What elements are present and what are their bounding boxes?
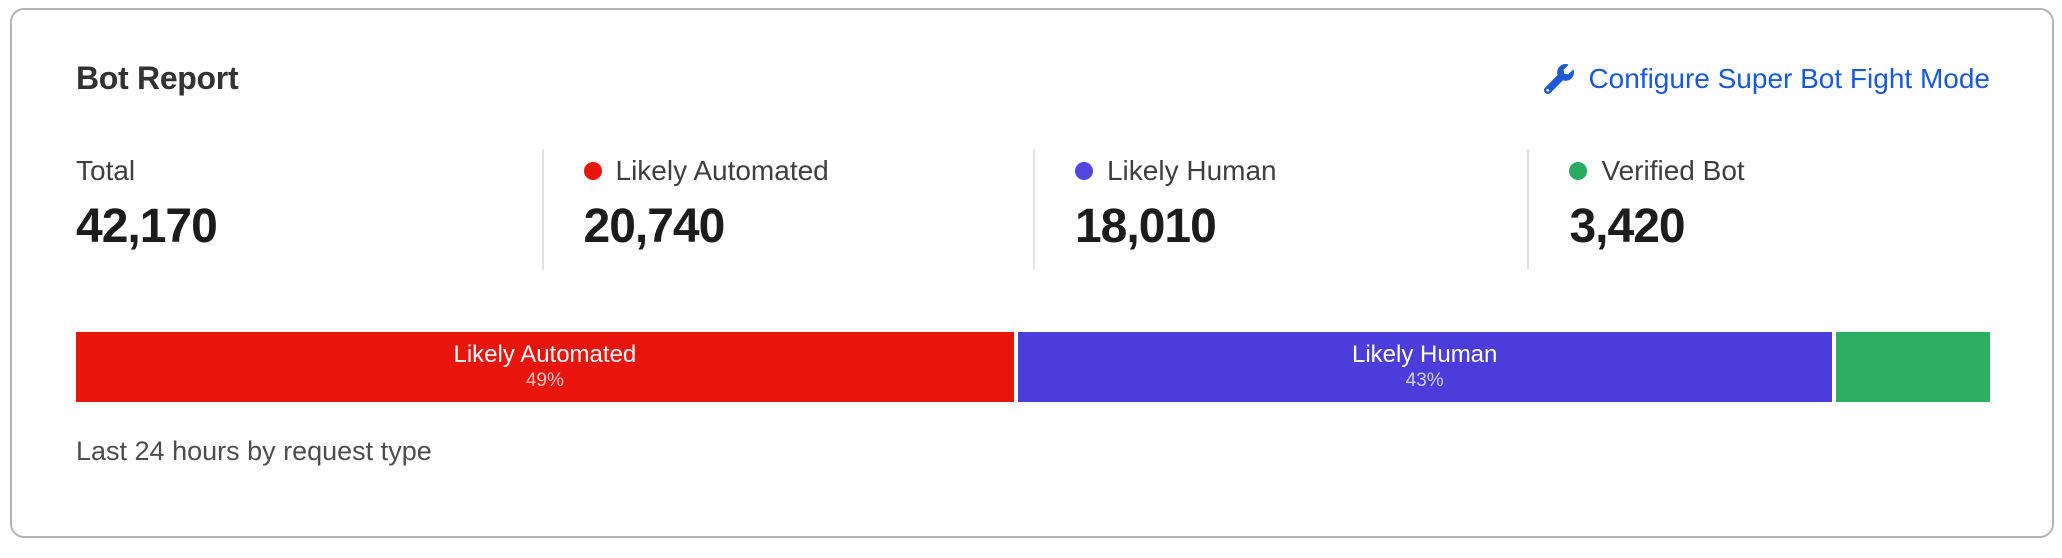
- stat-likely-automated-value: 20,740: [583, 200, 726, 253]
- wrench-icon: [1544, 63, 1575, 94]
- stat-likely-automated-label: Likely Automated: [615, 155, 829, 186]
- stat-total-value: 42,170: [76, 200, 218, 253]
- stat-label-row: Total: [76, 155, 542, 187]
- stat-verified-bot-value: 3,420: [1569, 200, 1685, 253]
- verified-bot-dot-icon: [1569, 162, 1588, 180]
- stat-label-row: Likely Automated: [583, 155, 1033, 187]
- bar-segment-percent: 49%: [525, 370, 564, 392]
- page-title: Bot Report: [76, 60, 239, 96]
- bar-segment-verified-bot: [1835, 332, 1991, 402]
- card-header: Bot Report Configure Super Bot Fight Mod…: [76, 60, 1990, 97]
- bar-segment-name: Likely Automated: [453, 340, 637, 368]
- stat-likely-human-label: Likely Human: [1106, 155, 1277, 186]
- stat-label-row: Verified Bot: [1569, 155, 1990, 187]
- stacked-bar-chart: Likely Automated 49% Likely Human 43%: [76, 332, 1991, 402]
- stat-verified-bot: Verified Bot 3,420: [1527, 149, 1990, 270]
- caption: Last 24 hours by request type: [76, 436, 432, 466]
- stat-label-row: Likely Human: [1074, 155, 1527, 187]
- stat-verified-bot-label: Verified Bot: [1601, 155, 1745, 186]
- bot-report-card: Bot Report Configure Super Bot Fight Mod…: [10, 8, 2054, 538]
- bar-segment-likely-human: Likely Human 43%: [1017, 332, 1832, 402]
- likely-automated-dot-icon: [583, 162, 602, 180]
- bar-segment-name: Likely Human: [1351, 340, 1498, 368]
- stats-row: Total 42,170 Likely Automated 20,740 Lik…: [76, 149, 1990, 270]
- configure-link-label: Configure Super Bot Fight Mode: [1588, 62, 1990, 94]
- configure-super-bot-fight-mode-link[interactable]: Configure Super Bot Fight Mode: [1544, 63, 1990, 95]
- bar-segment-percent: 43%: [1405, 370, 1444, 392]
- stat-total: Total 42,170: [76, 149, 542, 270]
- likely-human-dot-icon: [1074, 162, 1093, 180]
- stat-total-label: Total: [76, 155, 136, 186]
- stat-likely-human: Likely Human 18,010: [1032, 149, 1527, 270]
- stat-likely-human-value: 18,010: [1074, 200, 1217, 253]
- stat-likely-automated: Likely Automated 20,740: [541, 149, 1033, 270]
- bar-segment-likely-automated: Likely Automated 49%: [76, 332, 1014, 402]
